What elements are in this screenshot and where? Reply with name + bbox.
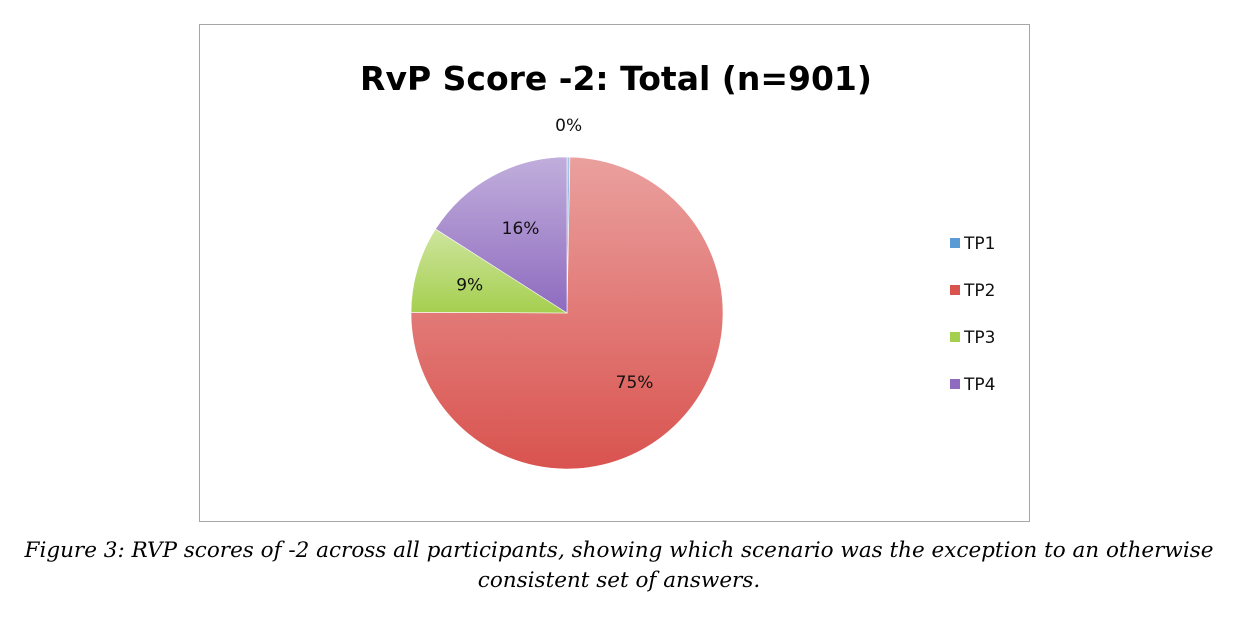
legend-swatch-tp1 — [950, 238, 960, 248]
legend-label-tp4: TP4 — [963, 375, 995, 395]
chart-title: RvP Score -2: Total (n=901) — [360, 59, 872, 98]
pie-chart: RvP Score -2: Total (n=901) 0% 75% 9% 16% T… — [360, 59, 995, 470]
pie-slice-tp3 — [410, 228, 569, 314]
legend-label-tp2: TP2 — [963, 281, 995, 301]
slice-label-tp4: 16% — [502, 219, 540, 239]
legend-swatch-tp3 — [950, 332, 960, 342]
legend-label-tp3: TP3 — [963, 328, 995, 348]
chart-legend: TP1 TP2 TP3 TP4 — [950, 234, 995, 395]
slice-label-tp2: 75% — [616, 373, 654, 393]
legend-swatch-tp4 — [950, 379, 960, 389]
slice-label-tp3: 9% — [456, 275, 483, 295]
pie-slice-tp4 — [435, 156, 568, 314]
chart-area: RvP Score -2: Total (n=901) 0% 75% 9% 16% T… — [199, 24, 1030, 522]
legend-label-tp1: TP1 — [963, 234, 995, 254]
caption-line-1: Figure 3: RVP scores of -2 across all pa… — [24, 538, 1214, 563]
slice-label-tp1: 0% — [555, 116, 582, 136]
legend-swatch-tp2 — [950, 285, 960, 295]
slice-labels: 0% 75% 9% 16% — [456, 116, 653, 393]
figure-caption: Figure 3: RVP scores of -2 across all pa… — [0, 536, 1238, 596]
caption-line-2: consistent set of answers. — [477, 568, 761, 593]
pie-slices — [410, 156, 724, 470]
